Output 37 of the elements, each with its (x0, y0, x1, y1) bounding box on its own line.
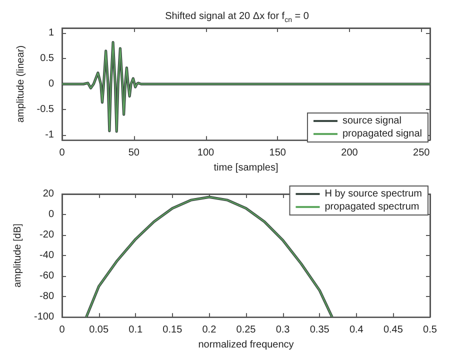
y-tick-label: -60 (40, 270, 54, 282)
x-tick-label: 0.1 (128, 324, 143, 336)
y-tick-label: -100 (34, 312, 54, 323)
x-tick-label: 0.2 (202, 324, 217, 336)
x-tick-label: 0.15 (162, 324, 183, 336)
y-tick-label: 0.5 (40, 53, 54, 64)
y-tick-label: -80 (40, 291, 54, 302)
y-tick-label: 1 (48, 28, 54, 39)
x-tick-label: 250 (413, 148, 430, 159)
legend-label: propagated spectrum (324, 202, 420, 212)
y-axis-title: amplitude (linear) (15, 45, 26, 123)
y-tick-label: -20 (40, 230, 54, 241)
x-tick-label: 0.3 (276, 324, 290, 336)
y-tick-label: -0.5 (36, 104, 54, 116)
legend-label: propagated signal (342, 128, 422, 140)
y-tick-label: -40 (40, 250, 54, 262)
x-axis-title: time [samples] (214, 162, 278, 174)
x-tick-label: 150 (269, 148, 286, 159)
x-tick-label: 0.05 (89, 324, 109, 336)
x-axis-title: normalized frequency (198, 340, 294, 350)
x-tick-label: 0.5 (423, 324, 438, 336)
x-tick-label: 50 (128, 148, 140, 159)
x-tick-label: 200 (341, 148, 358, 159)
x-tick-label: 100 (197, 148, 215, 159)
y-axis-title: amplitude [dB] (12, 223, 24, 288)
x-tick-label: 0 (59, 324, 66, 336)
y-tick-label: -1 (45, 130, 54, 141)
y-tick-label: 20 (42, 188, 54, 200)
x-tick-label: 0 (59, 148, 66, 159)
x-tick-label: 0.35 (310, 324, 330, 336)
y-tick-label: 0 (48, 209, 54, 220)
x-tick-label: 0.45 (383, 324, 404, 336)
y-tick-label: 0 (48, 78, 54, 90)
legend-label: H by source spectrum (324, 188, 422, 200)
legend-label: source signal (342, 116, 402, 126)
x-tick-label: 0.4 (349, 324, 364, 336)
x-tick-label: 0.25 (236, 324, 256, 336)
